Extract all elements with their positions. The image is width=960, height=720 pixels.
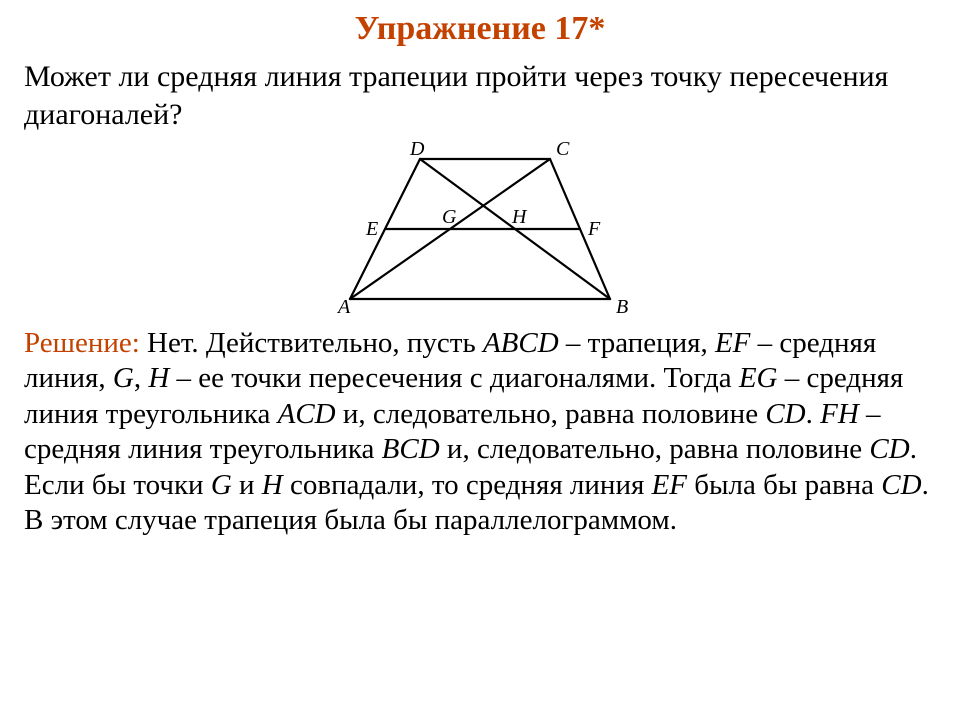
var-abcd: ABCD (483, 327, 559, 359)
svg-text:H: H (511, 206, 528, 228)
slide: Упражнение 17* Может ли средняя линия тр… (0, 0, 960, 538)
solution-part: . (806, 398, 821, 430)
solution-part: была бы равна (687, 469, 881, 501)
var-cd: CD (881, 469, 921, 501)
var-acd: ACD (278, 398, 336, 430)
solution-part: и (232, 469, 262, 501)
var-fh: FH (820, 398, 859, 430)
var-bcd: BCD (382, 433, 440, 465)
solution-part: – ее точки пересечения с диагоналями. То… (169, 362, 739, 394)
solution-part: , (134, 362, 149, 394)
svg-text:F: F (587, 218, 601, 240)
var-g: G (113, 362, 134, 394)
svg-text:G: G (442, 206, 457, 228)
svg-text:B: B (616, 296, 628, 318)
svg-text:A: A (336, 296, 351, 318)
trapezoid-figure: A B C D E F G H (24, 139, 936, 324)
exercise-title: Упражнение 17* (24, 10, 936, 48)
svg-text:E: E (365, 218, 378, 240)
solution-part: и, следовательно, равна половине (336, 398, 766, 430)
var-eg: EG (739, 362, 778, 394)
solution-text: Решение: Нет. Действительно, пусть ABCD … (24, 326, 936, 538)
solution-part: и, следовательно, равна половине (440, 433, 870, 465)
solution-part: Нет. Действительно, пусть (140, 327, 483, 359)
svg-text:D: D (409, 139, 425, 160)
question-text: Может ли средняя линия трапеции пройти ч… (24, 58, 936, 133)
var-h: H (262, 469, 283, 501)
var-ef: EF (715, 327, 750, 359)
solution-label: Решение: (24, 327, 140, 359)
solution-part: совпадали, то средняя линия (283, 469, 652, 501)
solution-part: – трапеция, (559, 327, 715, 359)
var-cd: CD (869, 433, 909, 465)
var-h: H (148, 362, 169, 394)
svg-text:C: C (556, 139, 570, 160)
var-g: G (211, 469, 232, 501)
var-ef: EF (652, 469, 687, 501)
trapezoid-svg: A B C D E F G H (310, 139, 650, 319)
var-cd: CD (765, 398, 805, 430)
